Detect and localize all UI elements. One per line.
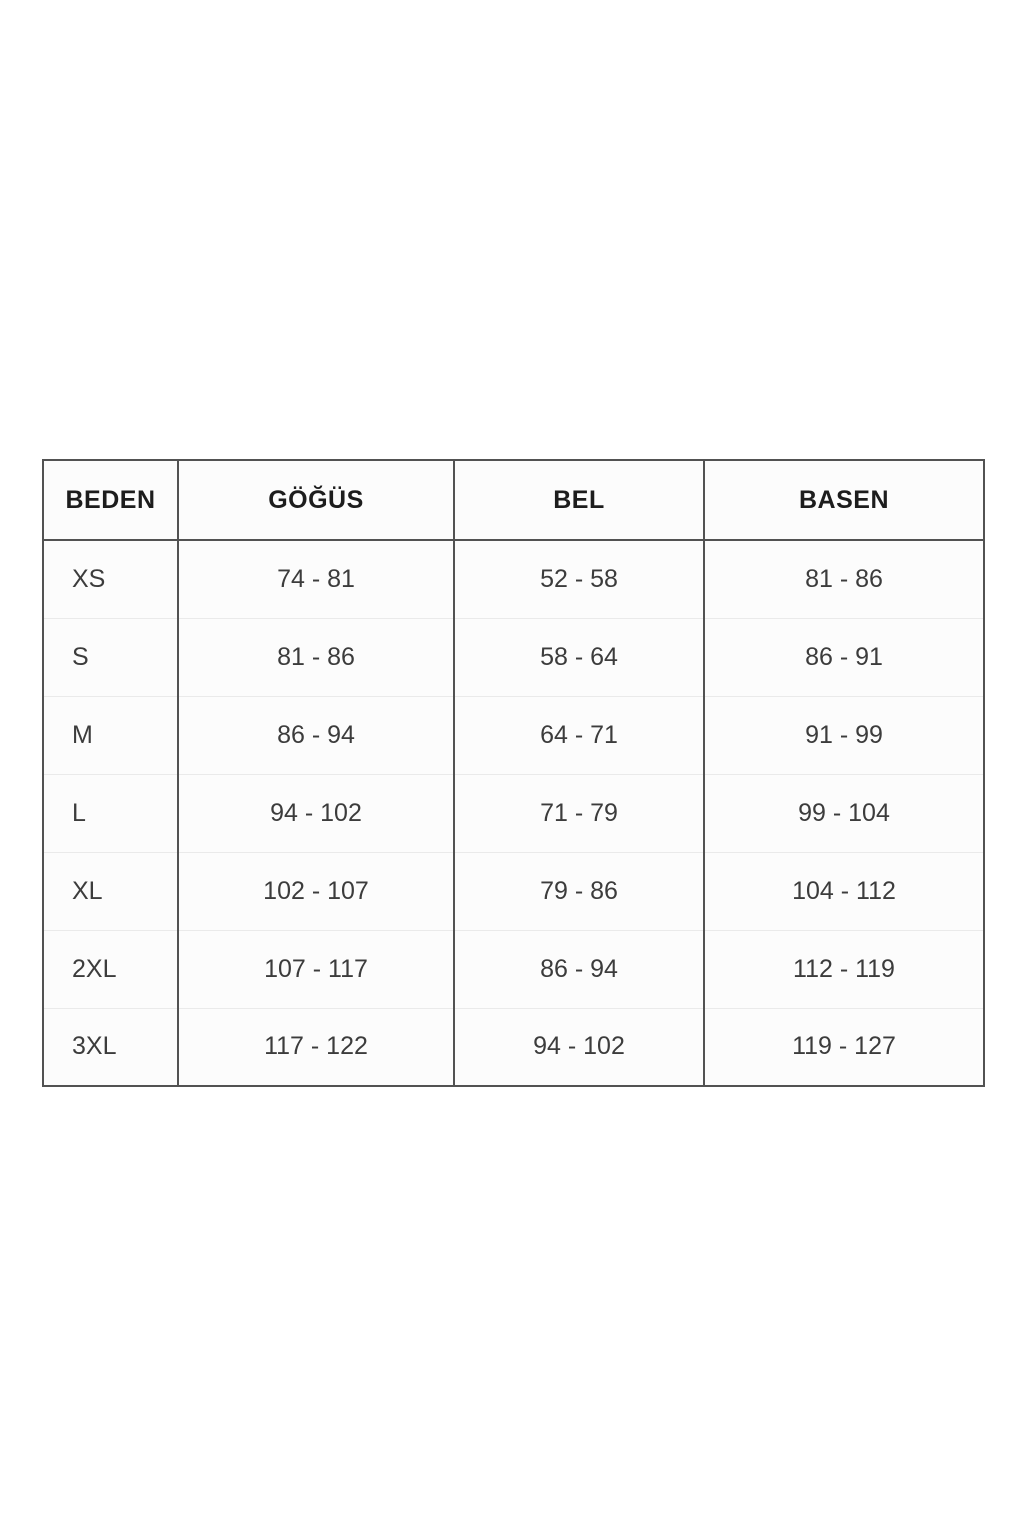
basen-cell: 112 - 119: [704, 929, 984, 1008]
header-cell-beden: BEDEN: [43, 460, 179, 541]
gogus-cell: 86 - 94: [178, 695, 455, 774]
bel-cell: 52 - 58: [454, 540, 705, 618]
size-cell: 2XL: [43, 929, 179, 1008]
basen-cell: 119 - 127: [704, 1007, 984, 1086]
size-cell: XS: [43, 540, 179, 618]
gogus-cell: 102 - 107: [178, 851, 455, 930]
bel-cell: 64 - 71: [454, 695, 705, 774]
gogus-cell: 107 - 117: [178, 929, 455, 1008]
basen-cell: 86 - 91: [704, 617, 984, 696]
header-cell-gogus: GÖĞÜS: [178, 460, 455, 541]
size-cell: M: [43, 695, 179, 774]
table-row-2xl: 2XL 107 - 117 86 - 94 112 - 119: [43, 929, 984, 1008]
table-row-xs: XS 74 - 81 52 - 58 81 - 86: [43, 540, 984, 618]
header-cell-bel: BEL: [454, 460, 705, 541]
basen-cell: 91 - 99: [704, 695, 984, 774]
table-row-l: L 94 - 102 71 - 79 99 - 104: [43, 773, 984, 852]
gogus-cell: 81 - 86: [178, 617, 455, 696]
gogus-cell: 74 - 81: [178, 540, 455, 618]
bel-cell: 71 - 79: [454, 773, 705, 852]
bel-cell: 94 - 102: [454, 1007, 705, 1086]
bel-cell: 86 - 94: [454, 929, 705, 1008]
table-row-m: M 86 - 94 64 - 71 91 - 99: [43, 695, 984, 774]
size-cell: XL: [43, 851, 179, 930]
size-cell: L: [43, 773, 179, 852]
table-row-s: S 81 - 86 58 - 64 86 - 91: [43, 617, 984, 696]
size-cell: 3XL: [43, 1007, 179, 1086]
bel-cell: 79 - 86: [454, 851, 705, 930]
gogus-cell: 94 - 102: [178, 773, 455, 852]
table-row-xl: XL 102 - 107 79 - 86 104 - 112: [43, 851, 984, 930]
basen-cell: 104 - 112: [704, 851, 984, 930]
basen-cell: 81 - 86: [805, 564, 883, 593]
table-row-3xl: 3XL 117 - 122 94 - 102 119 - 127: [43, 1007, 984, 1086]
table-header-row: BEDEN GÖĞÜS BEL BASEN: [43, 460, 984, 541]
size-chart-table: BEDEN GÖĞÜS BEL BASEN XS 74 - 81 52 - 58…: [42, 459, 985, 1087]
gogus-cell: 117 - 122: [178, 1007, 455, 1086]
header-cell-basen: BASEN: [704, 460, 984, 541]
size-cell: S: [43, 617, 179, 696]
bel-cell: 58 - 64: [454, 617, 705, 696]
basen-cell: 99 - 104: [704, 773, 984, 852]
